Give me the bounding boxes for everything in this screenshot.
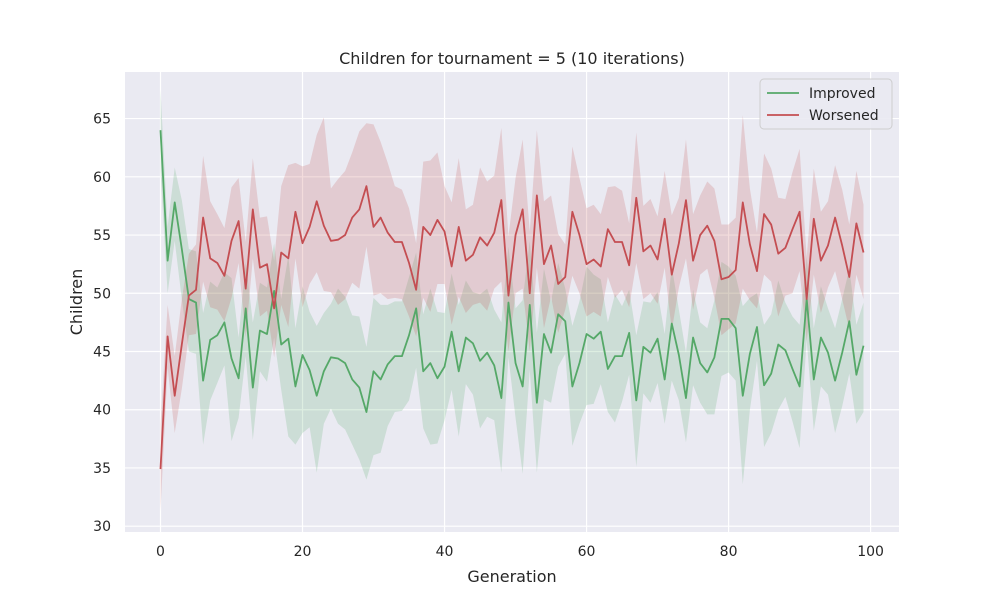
x-tick-label: 60 bbox=[578, 544, 596, 560]
chart-title: Children for tournament = 5 (10 iteratio… bbox=[339, 49, 685, 68]
x-axis-label: Generation bbox=[467, 567, 556, 586]
x-tick-label: 0 bbox=[156, 544, 165, 560]
legend-label-worsened: Worsened bbox=[809, 108, 879, 124]
y-tick-label: 40 bbox=[93, 403, 111, 419]
x-tick-label: 40 bbox=[436, 544, 454, 560]
series-line-worsened bbox=[159, 185, 865, 470]
y-axis-label: Children bbox=[67, 269, 86, 336]
x-tick-label: 100 bbox=[857, 544, 884, 560]
y-tick-label: 30 bbox=[93, 519, 111, 535]
legend-label-improved: Improved bbox=[809, 86, 875, 102]
grid-lines bbox=[125, 72, 899, 532]
series-lines bbox=[159, 130, 865, 470]
y-tick-labels: 30 35 40 45 50 55 60 65 bbox=[93, 112, 111, 536]
x-tick-label: 80 bbox=[720, 544, 738, 560]
x-tick-labels: 0 20 40 60 80 100 bbox=[156, 544, 884, 560]
y-tick-label: 50 bbox=[93, 286, 111, 302]
legend-box bbox=[759, 78, 893, 130]
y-tick-label: 55 bbox=[93, 228, 111, 244]
series-line-improved bbox=[159, 130, 865, 413]
plot-background bbox=[125, 72, 899, 532]
x-tick-label: 20 bbox=[294, 544, 312, 560]
y-tick-label: 65 bbox=[93, 112, 111, 128]
y-tick-label: 45 bbox=[93, 344, 111, 360]
y-tick-label: 60 bbox=[93, 170, 111, 186]
legend: Improved Worsened bbox=[759, 78, 893, 130]
y-tick-label: 35 bbox=[93, 461, 111, 477]
